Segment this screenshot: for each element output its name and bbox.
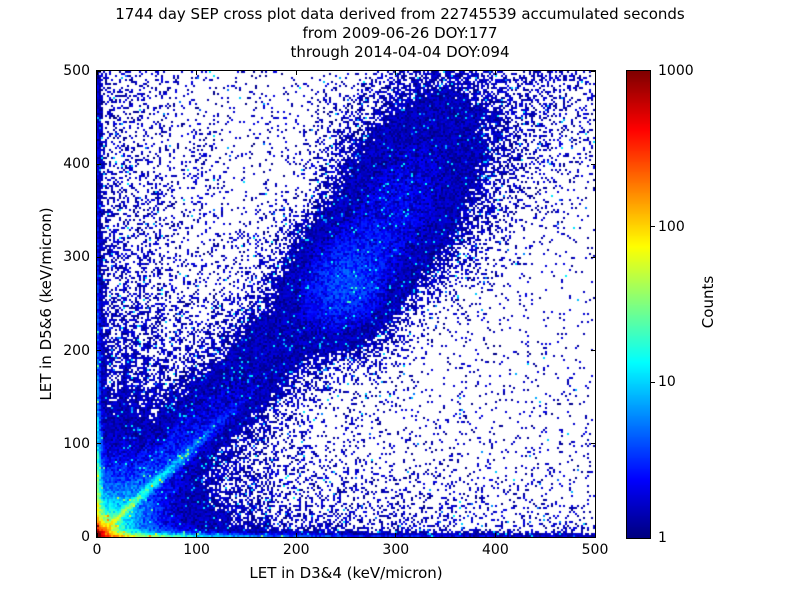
x-axis-label: LET in D3&4 (keV/micron)	[249, 564, 443, 582]
x-tick-mark	[295, 533, 297, 537]
title-line-3: through 2014-04-04 DOY:094	[290, 43, 510, 61]
y-tick-mark	[97, 256, 101, 258]
chart-title: 1744 day SEP cross plot data derived fro…	[0, 5, 800, 62]
y-tick-mark	[591, 256, 595, 258]
y-tick-label: 0	[81, 529, 90, 545]
colorbar-tick-label: 1	[658, 530, 667, 546]
y-tick-mark	[591, 163, 595, 165]
colorbar-tick-label: 100	[658, 218, 685, 235]
y-tick-mark	[591, 443, 595, 445]
y-tick-mark	[97, 70, 101, 72]
x-tick-mark	[196, 533, 198, 537]
x-tick-mark	[395, 71, 397, 75]
y-axis-label: LET in D5&6 (keV/micron)	[37, 207, 55, 401]
scatter-canvas	[97, 71, 595, 537]
x-tick-mark	[96, 533, 98, 537]
colorbar-tick-label: 1000	[658, 63, 694, 79]
x-tick-mark	[494, 533, 496, 537]
colorbar-tick-mark	[650, 381, 655, 383]
x-tick-mark	[494, 71, 496, 75]
x-tick-mark	[594, 71, 596, 75]
y-tick-mark	[591, 70, 595, 72]
x-tick-label: 400	[482, 542, 509, 558]
x-tick-mark	[395, 533, 397, 537]
x-tick-mark	[96, 71, 98, 75]
y-tick-mark	[97, 443, 101, 445]
y-tick-mark	[591, 536, 595, 538]
y-tick-mark	[591, 350, 595, 352]
title-line-1: 1744 day SEP cross plot data derived fro…	[115, 5, 685, 23]
y-tick-label: 100	[63, 435, 90, 452]
y-tick-label: 200	[63, 342, 90, 359]
x-tick-mark	[594, 533, 596, 537]
x-tick-label: 0	[92, 542, 102, 558]
colorbar-tick-label: 10	[658, 374, 676, 391]
x-tick-label: 500	[581, 542, 609, 558]
colorbar-gradient	[627, 71, 650, 538]
x-tick-label: 200	[282, 542, 310, 558]
y-tick-label: 500	[63, 63, 90, 79]
colorbar-label: Counts	[699, 275, 717, 329]
title-line-2: from 2009-06-26 DOY:177	[302, 24, 498, 42]
x-tick-mark	[295, 71, 297, 75]
y-tick-mark	[97, 536, 101, 538]
y-tick-mark	[97, 350, 101, 352]
x-tick-label: 300	[382, 542, 410, 558]
x-tick-label: 100	[183, 542, 210, 558]
y-tick-label: 400	[63, 156, 90, 173]
y-tick-mark	[97, 163, 101, 165]
y-tick-label: 300	[63, 249, 90, 266]
colorbar-tick-mark	[650, 226, 655, 228]
x-tick-mark	[196, 71, 198, 75]
